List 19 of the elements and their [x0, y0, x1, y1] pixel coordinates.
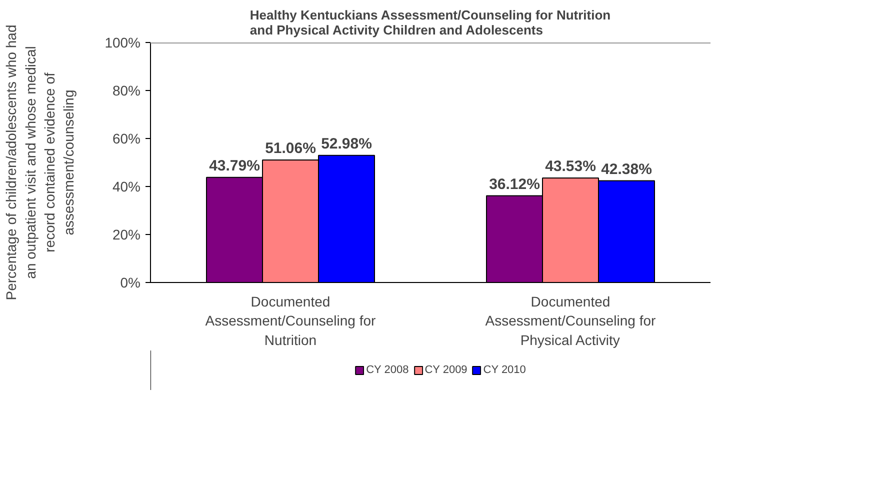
x-tick-label: Documented Assessment/Counseling for Physical Activity	[485, 294, 656, 348]
legend-label: CY 2008	[366, 364, 409, 376]
legend-label: CY 2010	[483, 364, 526, 376]
data-label: 51.06%	[265, 140, 316, 157]
y-tick-label: 0%	[120, 274, 140, 290]
x-tick-label: Documented Assessment/Counseling for Nutrition	[205, 294, 376, 348]
data-label: 52.98%	[321, 135, 372, 152]
data-label: 42.38%	[601, 160, 652, 178]
chart-title: Healthy Kentuckians Assessment/Counseling for Nutrition and Physical Activity Children and Adolescents	[250, 8, 611, 38]
data-label: 36.12%	[489, 176, 540, 193]
data-label: 43.79%	[209, 157, 260, 174]
y-axis-title: Percentage of children/adolescents who had an outpatient visit and whose medical record contained evidence of assessment/counseling	[3, 24, 77, 300]
y-tick-label: 80%	[112, 82, 141, 98]
y-tick-label: 20%	[112, 226, 141, 242]
y-tick-label: 40%	[112, 178, 141, 194]
y-tick-label: 100%	[104, 34, 141, 50]
legend-label: CY 2009	[424, 364, 468, 376]
data-label: 43.53%	[545, 158, 596, 176]
y-tick-label: 60%	[112, 130, 141, 146]
